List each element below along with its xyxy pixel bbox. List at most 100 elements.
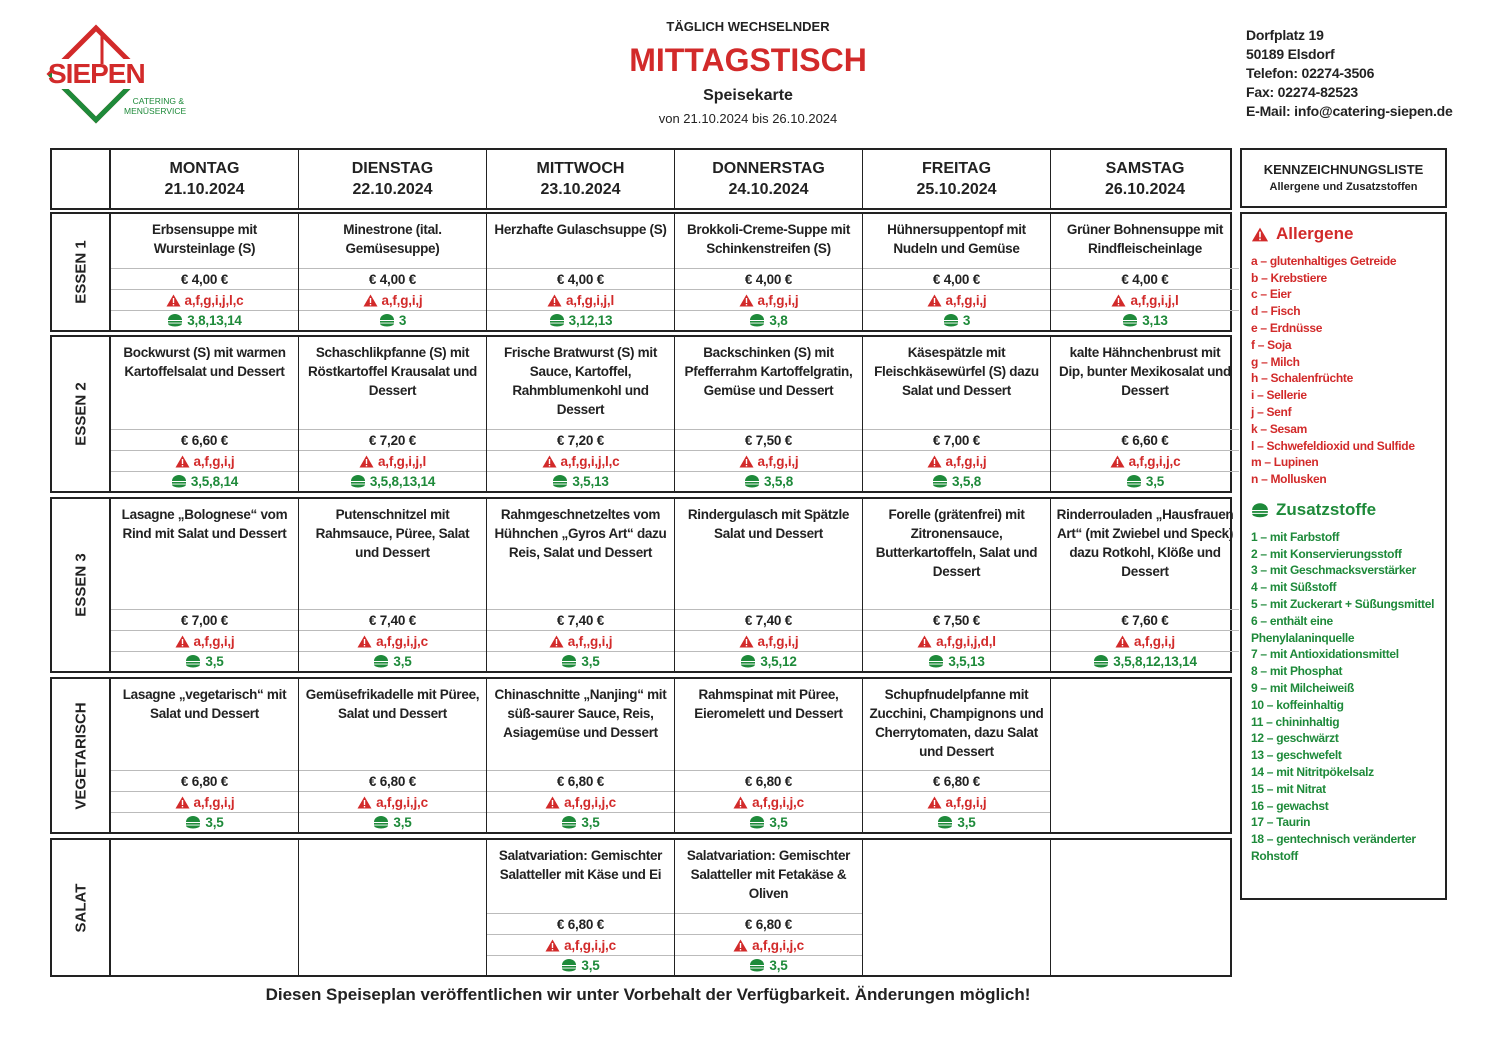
day-name: MONTAG [169, 160, 240, 177]
allergen-icon [545, 939, 560, 951]
additives: 3,5,8 [951, 474, 982, 489]
price: € 4,00 € [487, 268, 674, 289]
day-header: MONTAG 21.10.2024 [111, 150, 299, 208]
additives-line: 3,5 [863, 812, 1050, 832]
legend-item: 6 – enthält eine Phenylalaninquelle [1251, 613, 1355, 645]
additives-line: 3,5,8 [863, 471, 1050, 491]
legend-item: 18 – gentechnisch veränderter Rohstoff [1251, 832, 1416, 863]
row-label: ESSEN 3 [72, 553, 89, 617]
legend-item: h – Schalenfrüchte [1251, 371, 1353, 386]
allergen-icon [739, 635, 754, 647]
additives-line: 3,13 [1051, 310, 1239, 330]
menu-row: ESSEN 3 Lasagne „Bolognese“ vom Rind mit … [50, 497, 1239, 673]
dish: Bockwurst (S) mit warmen Kartoffelsalat … [123, 345, 286, 379]
allergens-line: a,f,g,i,j [1051, 630, 1239, 651]
additives: 3,5 [393, 815, 412, 830]
footer: Diesen Speiseplan veröffentlichen wir un… [265, 985, 1031, 1004]
address-line: Fax: 02274-82523 [1246, 84, 1358, 100]
allergen-icon [927, 455, 942, 467]
additives-line: 3,5,8,14 [111, 471, 298, 491]
menu-cell: Käsespätzle mit Fleischkäsewürfel (S) da… [863, 337, 1051, 491]
menu-cell: Rahmgeschnetzeltes vom Hühnchen „Gyros A… [487, 499, 675, 671]
dish: Salatvariation: Gemischter Salatteller m… [498, 848, 663, 882]
price: € 6,80 € [299, 770, 486, 791]
additive-icon [929, 655, 944, 668]
menu-cell: Lasagne „Bolognese“ vom Rind mit Salat u… [111, 499, 299, 671]
dish: Brokkoli-Creme-Suppe mit Schinkenstreife… [686, 222, 851, 256]
allergen-icon [175, 796, 190, 808]
additives-line: 3,5 [299, 651, 486, 671]
allergens-line: a,f,g,i,j,l,c [111, 289, 298, 310]
menu-row: ESSEN 2 Bockwurst (S) mit warmen Kartoffe… [50, 335, 1239, 493]
allergens-line: a,f,g,i,j [675, 450, 862, 471]
logo-tagline: CATERING & MENÜSERVICE [124, 96, 186, 116]
menu-cell: Hühnersuppentopf mit Nudeln und Gemüse € … [863, 214, 1051, 330]
legend-item: 8 – mit Phosphat [1251, 664, 1343, 679]
additives-line: 3,12,13 [487, 310, 674, 330]
allergens: a,f,g,i,j,c [564, 937, 616, 953]
logo-line: CATERING & [132, 96, 184, 106]
allergen-icon [1251, 227, 1269, 242]
menu-cell [111, 840, 299, 975]
allergens: a,f,g,i,j [945, 453, 987, 469]
allergens-line: a,f,g,i,j,l [487, 289, 674, 310]
day-header: MITTWOCH 23.10.2024 [487, 150, 675, 208]
legend-item: 11 – chininhaltig [1251, 714, 1340, 729]
menu-row: SALAT Salatvariation: Gemischter Salattel… [50, 838, 1232, 977]
allergens-line: a,f,g,i,j,l [1051, 289, 1239, 310]
price: € 7,20 € [487, 429, 674, 450]
allergens: a,f,g,i,j [757, 633, 799, 649]
price: € 6,80 € [863, 770, 1050, 791]
menu-cell: Frische Bratwurst (S) mit Sauce, Kartoff… [487, 337, 675, 491]
additives-line: 3 [299, 310, 486, 330]
allergen-icon [166, 294, 181, 306]
dish: Gemüsefrikadelle mit Püree, Salat und De… [305, 687, 480, 721]
additives: 3,5 [393, 654, 412, 669]
price: € 6,80 € [111, 770, 298, 791]
additive-icon [168, 314, 183, 327]
additive-icon [171, 475, 186, 488]
legend-item: d – Fisch [1251, 304, 1301, 319]
day-date: 25.10.2024 [916, 181, 997, 198]
allergens: a,f,g,i,j [381, 292, 423, 308]
additive-icon [943, 314, 958, 327]
legend-item: n – Mollusken [1251, 472, 1327, 487]
day-name: FREITAG [921, 160, 992, 177]
legend-item: 12 – geschwärzt [1251, 731, 1339, 746]
allergens-line: a,f,g,i,j [675, 630, 862, 651]
additives: 3,5 [957, 815, 976, 830]
kicker: TÄGLICH WECHSELNDER [666, 19, 830, 34]
menu-cell [863, 840, 1051, 975]
allergens: a,f,g,i,j [757, 453, 799, 469]
day-header: DIENSTAG 22.10.2024 [299, 150, 487, 208]
day-date: 24.10.2024 [728, 181, 809, 198]
allergens-line: a,f,g,i,j [863, 289, 1050, 310]
allergens: a,f,g,i,j,c [752, 794, 804, 810]
allergens: a,f,g,i,j,l,c [184, 292, 244, 308]
legend-item: a – glutenhaltiges Getreide [1251, 253, 1397, 268]
day-name: SAMSTAG [1105, 160, 1185, 177]
menu-cell: Salatvariation: Gemischter Salatteller m… [487, 840, 675, 975]
allergen-icon [739, 294, 754, 306]
dish: Backschinken (S) mit Pfefferrahm Kartoff… [684, 345, 853, 398]
additive-icon [1252, 503, 1268, 518]
additives-line: 3,8 [675, 310, 862, 330]
allergens: a,f,g,i,j,c [376, 794, 428, 810]
allergens: a,f,g,i,j,l [565, 292, 615, 308]
dish: Schaschlikpfanne (S) mit Röstkartoffel K… [308, 345, 477, 398]
allergens-line: a,f,g,i,j,c [487, 791, 674, 812]
price: € 6,80 € [487, 913, 674, 934]
legend-item: 15 – mit Nitrat [1251, 781, 1326, 796]
row-label-box: ESSEN 2 [52, 337, 111, 491]
menu-cell: Forelle (grätenfrei) mit Zitronensauce, … [863, 499, 1051, 671]
price: € 4,00 € [675, 268, 862, 289]
day-name: DONNERSTAG [712, 160, 825, 177]
allergen-icon [363, 294, 378, 306]
additive-icon [750, 816, 765, 829]
legend-item: j – Senf [1251, 404, 1292, 419]
legend-item: 2 – mit Konservierungsstoff [1251, 546, 1402, 561]
allergens-line: a,f,g,i,j,l,c [487, 450, 674, 471]
menu-cell: Erbsensuppe mit Wursteinlage (S) € 4,00 €… [111, 214, 299, 330]
additives-line: 3,5 [487, 955, 674, 975]
additive-icon [350, 475, 365, 488]
